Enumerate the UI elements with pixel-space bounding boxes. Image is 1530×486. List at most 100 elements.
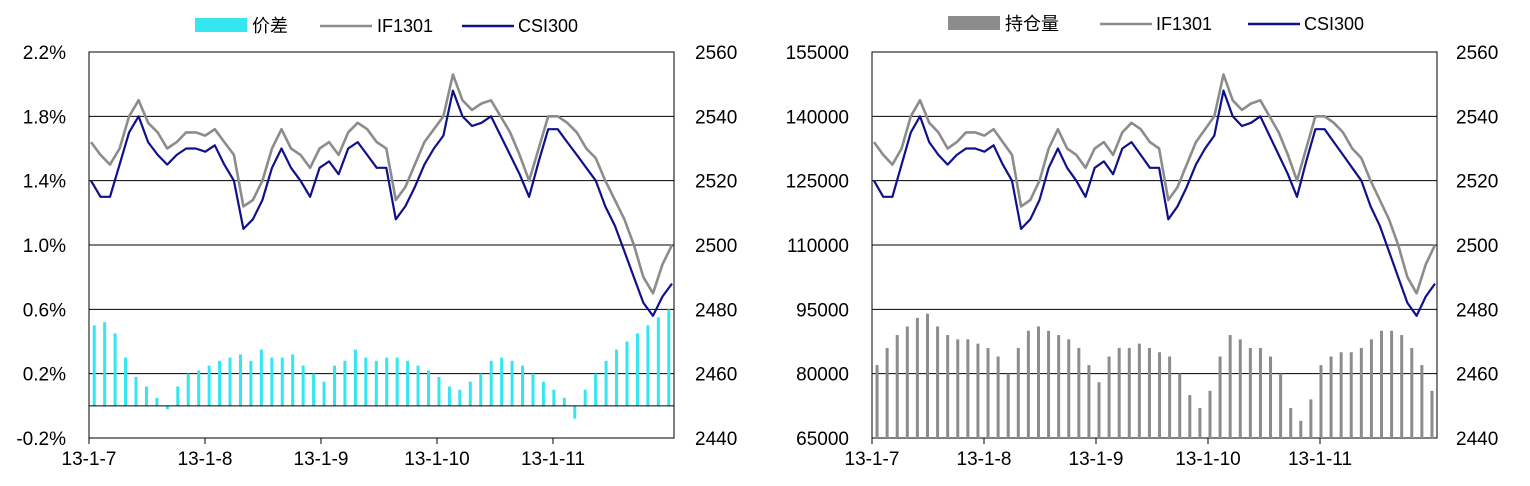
bar [1410,347,1414,438]
bar [103,322,107,406]
y-right-tick-label: 2440 [695,429,737,450]
bar [186,373,190,406]
legend-label-bars: 持仓量 [1005,14,1059,34]
x-tick-label: 13-1-7 [62,449,117,470]
bar [521,365,525,406]
y-right-tick-label: 2540 [1456,107,1498,128]
bar [385,357,389,406]
bar [925,313,929,438]
y-left-tick-label: 110000 [787,236,849,257]
y-right-tick-label: 2460 [695,365,737,386]
bar [500,357,504,406]
y-right-tick-label: 2560 [695,43,737,64]
chart-2-x-ticks: 13-1-7 13-1-8 13-1-9 13-1-10 13-1-11 [845,438,1352,470]
bar [1188,395,1192,438]
chart-1-y-right-ticks: 2440 2460 2480 2500 2520 2540 2560 [695,43,737,450]
bar [291,354,295,406]
series-line-if1301 [89,73,674,295]
bar [1299,420,1303,438]
bar [1036,326,1040,438]
bar [343,360,347,406]
y-left-tick-label: 155000 [786,43,849,64]
bar [155,397,159,406]
bar [270,357,274,406]
bar [1026,330,1030,438]
bar [646,325,650,406]
bar [966,339,970,438]
x-tick-label: 13-1-10 [404,449,470,470]
bar [249,360,253,406]
y-left-tick-label: 1.4% [23,172,66,193]
bar [437,376,441,406]
chart-1-x-ticks: 13-1-7 13-1-8 13-1-9 13-1-10 13-1-11 [62,438,585,470]
bar [458,389,462,406]
y-right-tick-label: 2480 [695,300,737,321]
chart-1-bars [89,309,674,419]
bar [1006,373,1010,438]
y-right-tick-label: 2560 [1456,43,1498,64]
bar [416,365,420,406]
series-line-csi300 [90,89,673,317]
bar [207,365,211,406]
y-right-tick-label: 2500 [1456,236,1498,257]
bar [1228,335,1232,438]
bar [1369,339,1373,438]
bar [573,405,577,419]
bar [1087,365,1091,438]
chart-2-y-left-ticks: 65000 80000 95000 110000 125000 140000 155000 [786,43,849,450]
bar [406,360,410,406]
x-tick-label: 13-1-10 [1175,449,1241,470]
bar [1147,347,1151,438]
bar [510,360,514,406]
bar [1168,356,1172,438]
chart-1-lines [89,73,674,317]
bar [353,349,357,406]
y-left-tick-label: 2.2% [23,43,66,64]
bar [312,373,316,406]
bar [1279,373,1283,438]
bar [134,376,138,406]
bar [976,343,980,438]
y-left-tick-label: 1.8% [23,107,66,128]
bar [1420,365,1424,438]
bar [625,341,629,406]
bar [895,335,899,438]
bar [124,357,128,406]
bar [1208,390,1212,438]
bar [1057,335,1061,438]
bar [489,360,493,406]
x-tick-label: 13-1-8 [957,449,1012,470]
bar [1117,347,1121,438]
y-right-tick-label: 2520 [695,172,737,193]
bar [374,360,378,406]
bar [875,365,879,438]
bar [427,370,431,406]
legend-label-bars: 价差 [252,16,288,36]
bar [1016,347,1020,438]
chart-1-gridlines [89,115,674,375]
bar [259,349,263,406]
bar [1309,399,1313,438]
y-right-tick-label: 2480 [1456,300,1498,321]
bar [238,354,242,406]
bar [1349,352,1353,438]
chart-1-y-left-ticks: -0.2% 0.2% 0.6% 1.0% 1.4% 1.8% 2.2% [16,43,66,450]
y-left-tick-label: -0.2% [16,429,66,450]
bar [197,370,201,406]
bar [322,381,326,406]
bar [562,397,566,406]
y-right-tick-label: 2520 [1456,172,1498,193]
bar [541,381,545,406]
bar [656,317,660,406]
bar [1127,347,1131,438]
bar [531,373,535,406]
legend-label-if1301: IF1301 [377,16,433,36]
bar [1390,330,1394,438]
chart-2-gridlines [872,115,1437,375]
bar [1248,347,1252,438]
x-tick-label: 13-1-8 [178,449,233,470]
chart-2-bars [875,313,1434,438]
bar [905,326,909,438]
bar [1047,330,1051,438]
